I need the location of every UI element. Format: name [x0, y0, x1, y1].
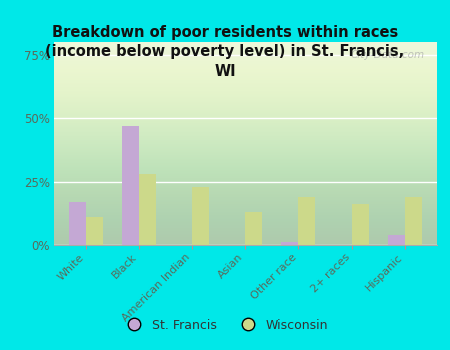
Text: Breakdown of poor residents within races
(income below poverty level) in St. Fra: Breakdown of poor residents within races… [45, 25, 405, 79]
Legend: St. Francis, Wisconsin: St. Francis, Wisconsin [117, 314, 333, 337]
Bar [192, 187, 209, 245]
Bar [86, 217, 103, 245]
Bar [387, 235, 405, 245]
Bar [122, 126, 139, 245]
Text: City-Data.com: City-Data.com [351, 50, 425, 60]
Bar [405, 197, 422, 245]
Bar [298, 197, 315, 245]
Bar [281, 243, 298, 245]
Bar [69, 202, 86, 245]
Bar [351, 204, 369, 245]
Bar [245, 212, 262, 245]
Bar [139, 174, 156, 245]
